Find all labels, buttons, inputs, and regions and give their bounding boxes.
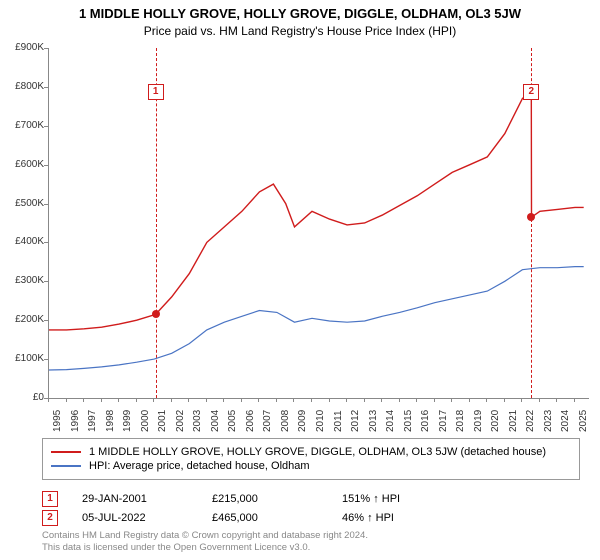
x-tick-label: 2009 bbox=[297, 410, 308, 432]
sale-marker-dot bbox=[152, 310, 160, 318]
y-tick-label: £700K bbox=[0, 120, 44, 131]
title-address: 1 MIDDLE HOLLY GROVE, HOLLY GROVE, DIGGL… bbox=[0, 6, 600, 21]
x-tick-label: 2020 bbox=[490, 410, 501, 432]
x-tick-label: 2007 bbox=[262, 410, 273, 432]
legend: 1 MIDDLE HOLLY GROVE, HOLLY GROVE, DIGGL… bbox=[42, 438, 580, 480]
sales-row: 1 29-JAN-2001£215,000151% ↑ HPI bbox=[42, 491, 562, 507]
y-tick-label: £600K bbox=[0, 159, 44, 170]
sales-date: 05-JUL-2022 bbox=[82, 512, 212, 524]
x-tick-label: 1997 bbox=[87, 410, 98, 432]
x-tick-label: 2018 bbox=[455, 410, 466, 432]
sales-index-box: 2 bbox=[42, 510, 58, 526]
x-tick-label: 2010 bbox=[315, 410, 326, 432]
x-tick-label: 1996 bbox=[70, 410, 81, 432]
footer-attribution: Contains HM Land Registry data © Crown c… bbox=[42, 530, 368, 554]
x-tick-label: 2014 bbox=[385, 410, 396, 432]
x-tick-label: 1999 bbox=[122, 410, 133, 432]
legend-row: 1 MIDDLE HOLLY GROVE, HOLLY GROVE, DIGGL… bbox=[51, 446, 571, 458]
x-tick-label: 2004 bbox=[210, 410, 221, 432]
x-tick-label: 2001 bbox=[157, 410, 168, 432]
sales-index-box: 1 bbox=[42, 491, 58, 507]
x-tick-label: 2005 bbox=[227, 410, 238, 432]
title-block: 1 MIDDLE HOLLY GROVE, HOLLY GROVE, DIGGL… bbox=[0, 0, 600, 38]
sale-marker-vline bbox=[531, 48, 532, 398]
y-tick-label: £0 bbox=[0, 392, 44, 403]
sale-marker-box: 2 bbox=[523, 84, 539, 100]
x-tick-label: 2021 bbox=[508, 410, 519, 432]
y-tick-label: £500K bbox=[0, 198, 44, 209]
x-tick-label: 2012 bbox=[350, 410, 361, 432]
sales-date: 29-JAN-2001 bbox=[82, 493, 212, 505]
x-tick-label: 2015 bbox=[403, 410, 414, 432]
sale-marker-box: 1 bbox=[148, 84, 164, 100]
legend-swatch bbox=[51, 451, 81, 453]
y-tick-label: £400K bbox=[0, 236, 44, 247]
sales-price: £465,000 bbox=[212, 512, 342, 524]
x-tick-label: 2024 bbox=[560, 410, 571, 432]
sales-table: 1 29-JAN-2001£215,000151% ↑ HPI 2 05-JUL-20… bbox=[42, 488, 562, 529]
sale-marker-vline bbox=[156, 48, 157, 398]
footer-line2: This data is licensed under the Open Gov… bbox=[42, 542, 368, 554]
y-tick-label: £900K bbox=[0, 42, 44, 53]
x-tick-label: 2000 bbox=[140, 410, 151, 432]
x-tick-label: 2016 bbox=[420, 410, 431, 432]
legend-row: HPI: Average price, detached house, Oldh… bbox=[51, 460, 571, 472]
plot-area: 12 bbox=[48, 48, 589, 399]
title-subtitle: Price paid vs. HM Land Registry's House … bbox=[0, 24, 600, 38]
series-line bbox=[49, 91, 584, 330]
y-tick-label: £300K bbox=[0, 275, 44, 286]
chart-lines bbox=[49, 48, 589, 398]
x-tick-label: 1998 bbox=[105, 410, 116, 432]
y-tick-label: £200K bbox=[0, 314, 44, 325]
sales-price: £215,000 bbox=[212, 493, 342, 505]
x-tick-label: 2019 bbox=[473, 410, 484, 432]
sales-delta: 46% ↑ HPI bbox=[342, 512, 472, 524]
series-line bbox=[49, 267, 584, 370]
x-tick-label: 2022 bbox=[525, 410, 536, 432]
x-tick-label: 2023 bbox=[543, 410, 554, 432]
x-tick-label: 2008 bbox=[280, 410, 291, 432]
sales-delta: 151% ↑ HPI bbox=[342, 493, 472, 505]
sales-row: 2 05-JUL-2022£465,00046% ↑ HPI bbox=[42, 510, 562, 526]
legend-label: HPI: Average price, detached house, Oldh… bbox=[89, 460, 310, 472]
y-tick-label: £100K bbox=[0, 353, 44, 364]
x-tick-label: 2006 bbox=[245, 410, 256, 432]
x-tick-label: 2011 bbox=[333, 410, 344, 432]
legend-swatch bbox=[51, 465, 81, 467]
y-tick-label: £800K bbox=[0, 81, 44, 92]
x-tick-label: 1995 bbox=[52, 410, 63, 432]
x-tick-label: 2013 bbox=[368, 410, 379, 432]
x-tick-label: 2003 bbox=[192, 410, 203, 432]
x-tick-label: 2002 bbox=[175, 410, 186, 432]
chart-container: 1 MIDDLE HOLLY GROVE, HOLLY GROVE, DIGGL… bbox=[0, 0, 600, 560]
footer-line1: Contains HM Land Registry data © Crown c… bbox=[42, 530, 368, 542]
x-tick-label: 2017 bbox=[438, 410, 449, 432]
x-tick-label: 2025 bbox=[578, 410, 589, 432]
sale-marker-dot bbox=[527, 213, 535, 221]
legend-label: 1 MIDDLE HOLLY GROVE, HOLLY GROVE, DIGGL… bbox=[89, 446, 546, 458]
